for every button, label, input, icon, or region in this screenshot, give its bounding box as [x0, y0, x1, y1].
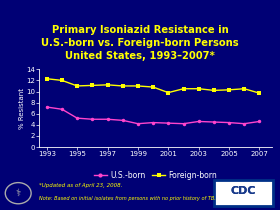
Text: *Updated as of April 23, 2008.: *Updated as of April 23, 2008. — [39, 183, 123, 188]
Y-axis label: % Resistant: % Resistant — [19, 88, 25, 129]
Text: Primary Isoniazid Resistance in
U.S.-born vs. Foreign-born Persons
United States: Primary Isoniazid Resistance in U.S.-bor… — [41, 25, 239, 61]
FancyBboxPatch shape — [214, 180, 273, 206]
Text: Note: Based on initial isolates from persons with no prior history of TB.: Note: Based on initial isolates from per… — [39, 196, 216, 201]
Text: CDC: CDC — [231, 186, 256, 196]
Text: CDC: CDC — [238, 199, 249, 204]
Text: ⚕: ⚕ — [16, 188, 21, 198]
Legend: U.S.-born, Foreign-born: U.S.-born, Foreign-born — [90, 168, 220, 183]
Text: CDC: CDC — [231, 186, 256, 196]
